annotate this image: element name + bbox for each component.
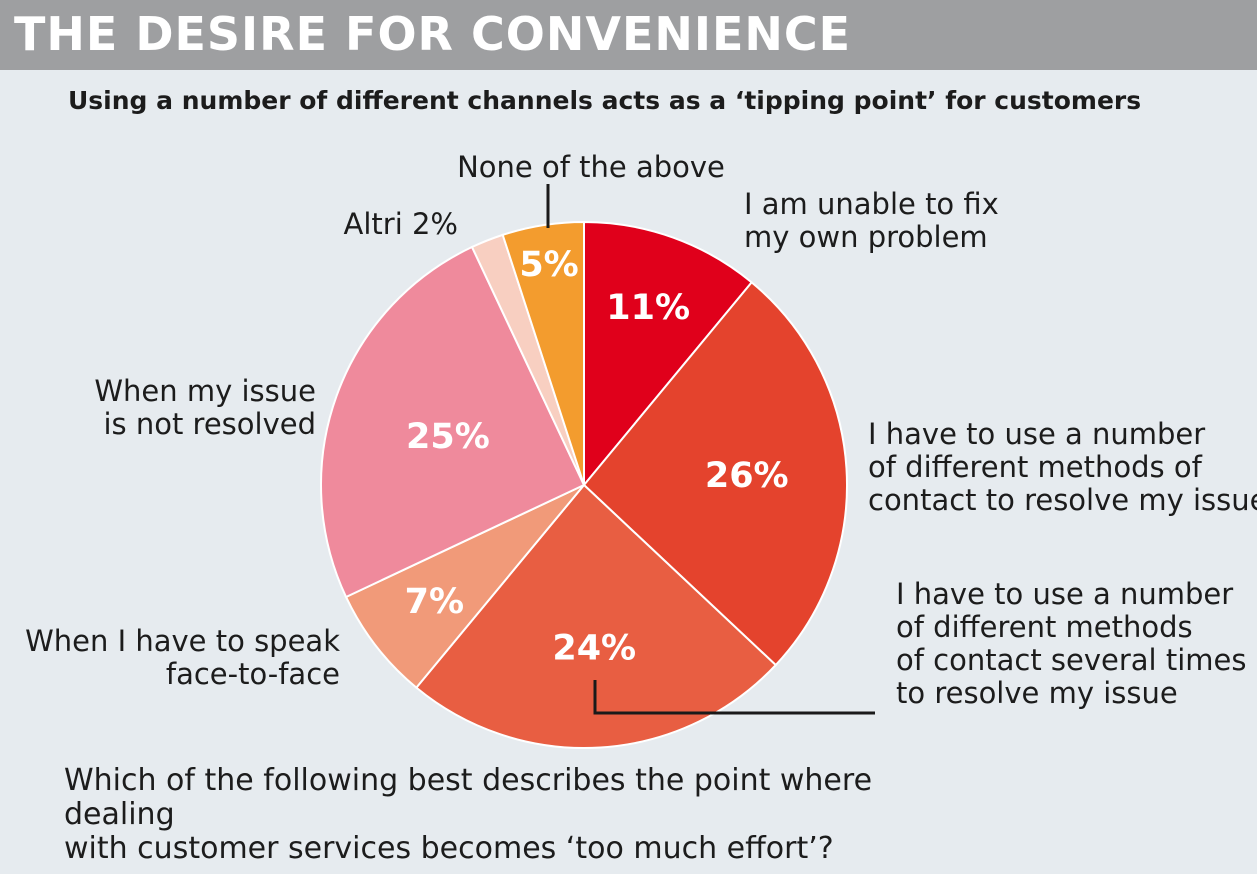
category-label-line: to resolve my issue [896,676,1178,710]
chart-subtitle: Using a number of different channels act… [68,86,1142,115]
category-label-multiple-methods: I have to use a number of different metho… [868,417,1257,517]
pct-label-issue-not-resolved: 25% [406,417,490,457]
category-label-line: contact to resolve my issue [868,483,1257,517]
category-label-line: Altri 2% [344,207,458,241]
category-label-line: When my issue [94,374,316,408]
pct-label-face-to-face: 7% [405,582,464,622]
category-label-multiple-methods-several-times: I have to use a number of different metho… [896,577,1246,710]
category-label-issue-not-resolved: When my issue is not resolved [94,374,316,441]
header-bar [0,0,1257,70]
category-label-altri: Altri 2% [344,207,458,241]
category-label-face-to-face: When I have to speak face-to-face [25,624,340,691]
pie-slice-unable-to-fix [583,220,754,488]
category-label-line: of different methods of [868,450,1203,484]
category-label-line: None of the above [457,150,725,184]
pie-slice-issue-not-resolved [320,245,586,599]
pie-slice-none-of-the-above [501,220,585,486]
category-label-line: of different methods [896,610,1193,644]
category-label-line: face-to-face [166,657,340,691]
category-label-line: my own problem [744,220,988,254]
pct-label-none-of-the-above: 5% [519,245,578,285]
category-label-none-of-the-above: None of the above [457,150,725,184]
category-label-unable-to-fix: I am unable to fix my own problem [744,187,999,254]
category-label-line: When I have to speak [25,624,340,658]
category-label-line: I am unable to fix [744,187,999,221]
category-label-line: I have to use a number [896,577,1233,611]
pct-label-multiple-methods-several-times: 24% [552,629,636,669]
pie-slice-multiple-methods-several-times [414,483,778,749]
category-label-line: I have to use a number [868,417,1205,451]
survey-question-line-1: Which of the following best describes th… [64,763,873,832]
survey-question: Which of the following best describes th… [64,764,964,866]
survey-question-line-2: with customer services becomes ‘too much… [64,831,834,866]
pie-slice-multiple-methods [582,280,848,667]
pct-label-unable-to-fix: 11% [606,288,690,328]
category-label-line: of contact several times [896,643,1246,677]
category-label-line: is not resolved [103,407,316,441]
leader-line-multiple-methods-several-times [593,680,875,715]
chart-title: THE DESIRE FOR CONVENIENCE [14,7,852,61]
pie-slice-face-to-face [344,484,585,690]
pct-label-multiple-methods: 26% [705,456,789,496]
